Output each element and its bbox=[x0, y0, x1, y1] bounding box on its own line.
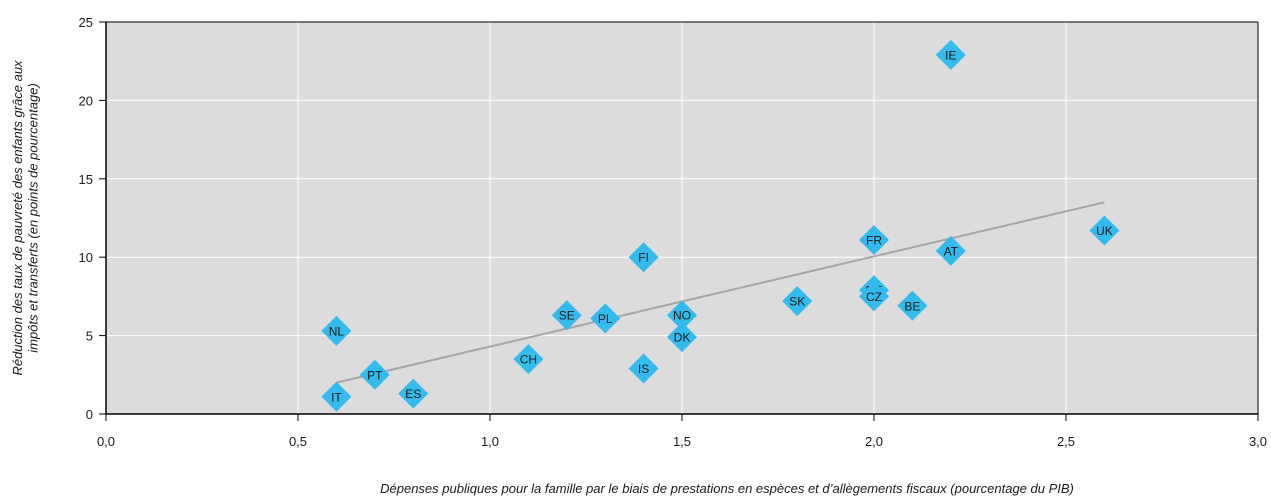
data-point-dk bbox=[667, 322, 697, 353]
y-tick-label: 20 bbox=[79, 93, 93, 108]
data-point-be bbox=[897, 290, 928, 321]
y-tick-label: 5 bbox=[86, 329, 93, 344]
data-point-sk bbox=[782, 286, 813, 317]
data-point-pl bbox=[590, 303, 621, 334]
x-tick-label: 0,5 bbox=[289, 434, 307, 449]
data-point-cz bbox=[859, 281, 889, 312]
data-point-se bbox=[551, 300, 582, 331]
data-point-label: ES bbox=[405, 387, 421, 401]
x-tick-label: 3,0 bbox=[1249, 434, 1267, 449]
data-point-label: IE bbox=[945, 48, 956, 62]
x-axis-title: Dépenses publiques pour la famille par l… bbox=[380, 481, 1074, 496]
x-tick-label: 1,5 bbox=[673, 434, 691, 449]
data-point-no bbox=[667, 300, 697, 331]
data-point-ie bbox=[935, 39, 966, 70]
data-point-pt bbox=[359, 359, 390, 390]
x-tick-label: 1,0 bbox=[481, 434, 499, 449]
data-point-label: FI bbox=[638, 251, 649, 265]
data-point-label: AT bbox=[944, 244, 959, 258]
data-point-label: NL bbox=[329, 324, 345, 338]
data-point-label: DK bbox=[674, 331, 691, 345]
data-point-label: CH bbox=[520, 353, 537, 367]
x-tick-label: 2,0 bbox=[865, 434, 883, 449]
data-point-label: SE bbox=[559, 309, 575, 323]
x-tick-label: 0,0 bbox=[97, 434, 115, 449]
data-point-label: PT bbox=[367, 368, 383, 382]
y-tick-label: 0 bbox=[86, 407, 93, 422]
data-point-label: UK bbox=[1096, 224, 1113, 238]
y-tick-label: 10 bbox=[79, 250, 93, 265]
data-point-label: FR bbox=[866, 233, 882, 247]
data-point-at bbox=[935, 235, 966, 266]
data-point-fi bbox=[628, 242, 659, 273]
data-point-label: SK bbox=[789, 295, 805, 309]
data-point-is bbox=[628, 353, 659, 384]
data-point-label: BE bbox=[904, 299, 920, 313]
data-point-nl bbox=[321, 315, 352, 346]
y-axis-title: Réduction des taux de pauvreté des enfan… bbox=[10, 60, 41, 376]
y-tick-label: 25 bbox=[79, 15, 93, 30]
data-point-label: CZ bbox=[866, 290, 882, 304]
data-point-label: PL bbox=[598, 312, 613, 326]
data-point-label: IS bbox=[638, 362, 649, 376]
y-axis-title-line: Réduction des taux de pauvreté des enfan… bbox=[10, 60, 25, 376]
data-point-uk bbox=[1089, 215, 1120, 246]
data-point-it bbox=[321, 381, 352, 412]
y-axis-title-line: impôts et transferts (en points de pourc… bbox=[26, 83, 41, 353]
data-point-label: IT bbox=[331, 390, 342, 404]
y-tick-label: 15 bbox=[79, 172, 93, 187]
x-tick-label: 2,5 bbox=[1057, 434, 1075, 449]
data-point-es bbox=[398, 378, 429, 409]
data-point-ch bbox=[513, 344, 544, 375]
data-point-label: NO bbox=[673, 309, 691, 323]
data-point-fr bbox=[859, 224, 889, 255]
trendline bbox=[336, 201, 1105, 384]
